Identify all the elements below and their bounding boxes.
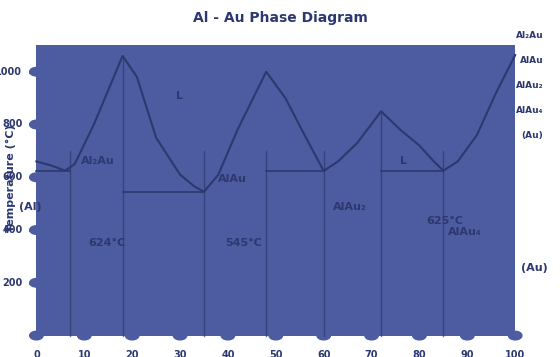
Text: 30: 30	[173, 350, 187, 357]
Text: 80: 80	[413, 350, 426, 357]
Text: AlAu₂: AlAu₂	[516, 81, 543, 90]
Text: AlAu: AlAu	[520, 56, 543, 65]
Circle shape	[30, 331, 43, 340]
Text: 0: 0	[33, 350, 40, 357]
Text: 20: 20	[125, 350, 139, 357]
Text: L: L	[176, 91, 183, 101]
Text: 200: 200	[2, 278, 22, 288]
Circle shape	[30, 173, 43, 182]
Circle shape	[77, 331, 91, 340]
Text: AlAu: AlAu	[218, 174, 247, 183]
Text: AlAu₄: AlAu₄	[516, 106, 543, 115]
Text: 1000: 1000	[0, 67, 22, 77]
Polygon shape	[36, 45, 515, 336]
Text: 70: 70	[365, 350, 379, 357]
Text: Al₂Au: Al₂Au	[516, 31, 543, 40]
Text: (Au): (Au)	[521, 263, 548, 273]
Text: 60: 60	[317, 350, 330, 357]
Circle shape	[173, 331, 186, 340]
Text: 50: 50	[269, 350, 283, 357]
Text: (Al): (Al)	[20, 202, 42, 212]
Text: 90: 90	[460, 350, 474, 357]
Circle shape	[30, 278, 43, 287]
Circle shape	[30, 226, 43, 234]
Circle shape	[460, 331, 474, 340]
Text: 545°C: 545°C	[225, 238, 262, 248]
Circle shape	[317, 331, 330, 340]
Polygon shape	[36, 45, 515, 336]
Text: L: L	[400, 156, 407, 166]
Text: AlAu₂: AlAu₂	[333, 202, 367, 212]
Text: 624°C: 624°C	[88, 238, 125, 248]
Circle shape	[413, 331, 426, 340]
Text: 10: 10	[77, 350, 91, 357]
Text: 800: 800	[2, 120, 22, 130]
Text: Al - Au Phase Diagram: Al - Au Phase Diagram	[193, 11, 367, 25]
Text: 400: 400	[2, 225, 22, 235]
Text: 625°C: 625°C	[427, 216, 464, 226]
Circle shape	[125, 331, 139, 340]
Text: 100: 100	[505, 350, 525, 357]
Text: 600: 600	[2, 172, 22, 182]
Text: Al₂Au: Al₂Au	[81, 156, 115, 166]
Circle shape	[508, 331, 522, 340]
Text: 40: 40	[221, 350, 235, 357]
Text: AlAu₄: AlAu₄	[448, 227, 482, 237]
Circle shape	[221, 331, 235, 340]
Circle shape	[30, 67, 43, 76]
Circle shape	[30, 120, 43, 129]
Circle shape	[365, 331, 379, 340]
Text: (Au): (Au)	[521, 131, 543, 140]
Text: Temperature (°C): Temperature (°C)	[6, 125, 16, 232]
Circle shape	[269, 331, 283, 340]
